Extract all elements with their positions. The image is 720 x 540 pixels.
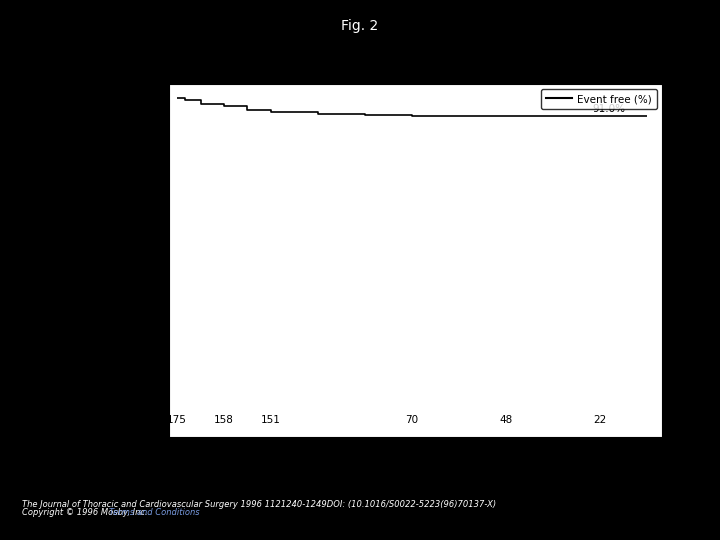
Text: 91.0%: 91.0%: [592, 104, 625, 114]
Text: Terms and Conditions: Terms and Conditions: [109, 508, 200, 517]
Text: Fig. 2: Fig. 2: [341, 19, 379, 33]
Legend: Event free (%): Event free (%): [541, 89, 657, 109]
Text: 175: 175: [167, 415, 187, 425]
X-axis label: Months: Months: [395, 462, 436, 472]
Text: 70: 70: [405, 415, 418, 425]
Text: The Journal of Thoracic and Cardiovascular Surgery 1996 1121240-1249DOI: (10.101: The Journal of Thoracic and Cardiovascul…: [22, 500, 496, 509]
Y-axis label: %: %: [124, 251, 135, 260]
Text: 151: 151: [261, 415, 281, 425]
Text: 48: 48: [499, 415, 513, 425]
Text: 22: 22: [593, 415, 606, 425]
Text: Copyright © 1996 Mosby, Inc.: Copyright © 1996 Mosby, Inc.: [22, 508, 150, 517]
Text: 158: 158: [214, 415, 234, 425]
